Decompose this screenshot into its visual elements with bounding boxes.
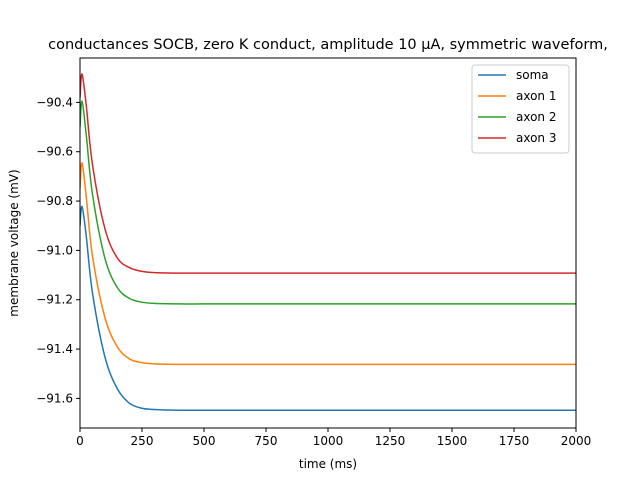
y-tick-label: −91.4 (36, 342, 73, 356)
y-axis-label: membrane voltage (mV) (7, 169, 21, 316)
x-tick-label: 500 (193, 434, 216, 448)
y-axis-ticks: −91.6 −91.4 −91.2 −91.0 −90.8 −90.6 −90.4 (36, 95, 80, 405)
series-line-axon-3 (80, 73, 576, 274)
series-layer (80, 73, 576, 412)
x-tick-label: 2000 (561, 434, 592, 448)
y-tick-label: −91.6 (36, 391, 73, 405)
x-axis-ticks: 0 250 500 750 1000 1250 1500 1750 2000 (76, 428, 591, 448)
legend-label: axon 2 (516, 110, 556, 124)
y-tick-label: −91.0 (36, 243, 73, 257)
series-line-axon-2 (80, 100, 576, 305)
legend: soma axon 1 axon 2 axon 3 (471, 64, 570, 154)
y-tick-label: −90.6 (36, 145, 73, 159)
x-tick-label: 1000 (313, 434, 344, 448)
x-axis-label: time (ms) (299, 457, 357, 471)
legend-label: axon 1 (516, 89, 556, 103)
x-tick-label: 250 (131, 434, 154, 448)
y-tick-label: −91.2 (36, 293, 73, 307)
chart-title: conductances SOCB, zero K conduct, ampli… (48, 37, 608, 53)
legend-label: soma (516, 68, 549, 82)
legend-box (471, 64, 570, 154)
x-tick-label: 1250 (375, 434, 406, 448)
series-line-soma (80, 205, 576, 412)
y-tick-label: −90.8 (36, 194, 73, 208)
legend-label: axon 3 (516, 131, 556, 145)
y-tick-label: −90.4 (36, 95, 73, 109)
series-line-axon-1 (80, 162, 576, 366)
x-tick-label: 750 (255, 434, 278, 448)
x-tick-label: 1500 (437, 434, 468, 448)
x-tick-label: 1750 (499, 434, 530, 448)
x-tick-label: 0 (76, 434, 84, 448)
